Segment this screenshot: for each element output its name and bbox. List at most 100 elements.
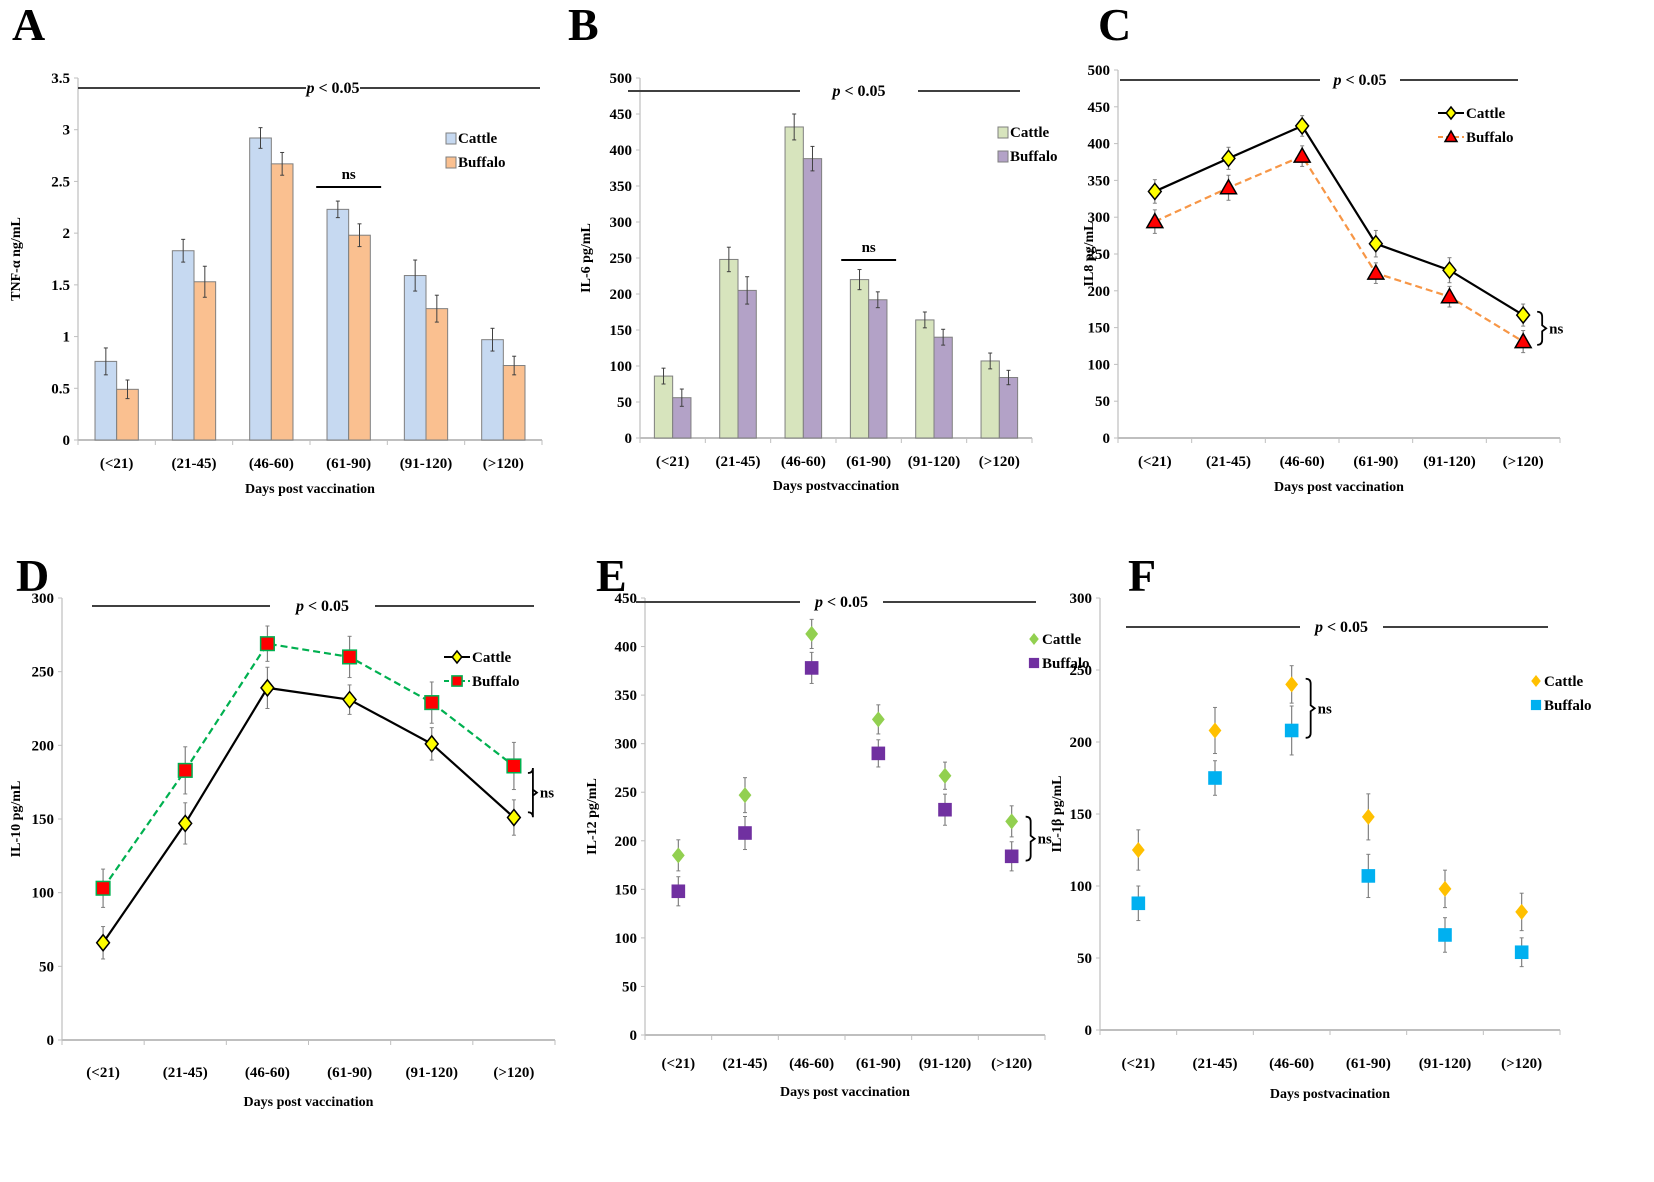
y-tick-label: 300 [1088, 210, 1111, 226]
y-tick-label: 300 [1070, 591, 1093, 607]
legend-label-buffalo: Buffalo [472, 674, 520, 690]
legend-swatch-buffalo [997, 150, 1009, 163]
data-point-cattle [738, 787, 752, 804]
legend-marker-cattle [1029, 633, 1039, 645]
chart-panel-f: 0 50 100 150 200 250 300 (<21) (21-45) (46-60) (61… [1050, 591, 1592, 1102]
y-tick-label: 50 [39, 959, 54, 975]
ns-brace [527, 767, 539, 818]
x-axis-title: Days postvaccination [773, 479, 900, 494]
y-tick-label: 100 [1088, 357, 1111, 373]
data-point-buffalo [177, 762, 193, 778]
legend-label-cattle: Cattle [472, 650, 511, 666]
x-tick-label: (61-90) [856, 1056, 901, 1072]
data-point-cattle [805, 625, 819, 642]
bar-cattle [653, 375, 674, 439]
x-tick-label: (46-60) [245, 1065, 290, 1081]
y-tick-label: 500 [610, 71, 633, 87]
x-tick-label: (<21) [86, 1065, 120, 1081]
x-tick-label: (>120) [991, 1056, 1032, 1072]
data-point-cattle [177, 814, 193, 833]
panel-letter-c: C [1098, 0, 1132, 50]
bar-cattle [481, 339, 504, 441]
data-point-buffalo [1361, 869, 1376, 883]
y-tick-label: 100 [32, 886, 55, 902]
y-tick-label: 2 [63, 226, 71, 242]
ns-brace [1025, 815, 1037, 862]
x-tick-label: (61-90) [1353, 454, 1398, 470]
x-tick-label: (61-90) [326, 456, 371, 472]
data-point-buffalo [671, 884, 686, 899]
chart-panel-e: 0 50 100 150 200 250 300 350 400 450 (<21) (21-45) (… [585, 591, 1090, 1100]
bar-cattle [980, 360, 1000, 439]
y-tick-label: 1.5 [51, 278, 70, 294]
ns-brace [1537, 310, 1548, 346]
y-tick-label: 300 [32, 591, 55, 607]
series-line-cattle [102, 686, 515, 944]
y-tick-label: 1 [63, 330, 71, 346]
legend-marker-cattle [1531, 675, 1541, 687]
x-axis-title: Days post vaccination [244, 1095, 374, 1110]
significance-label: p < 0.05 [304, 80, 359, 97]
ns-label: ns [1038, 832, 1052, 848]
y-tick-label: 250 [32, 665, 55, 681]
legend-label-buffalo: Buffalo [1042, 656, 1090, 672]
data-point-cattle [1147, 182, 1163, 201]
y-tick-label: 50 [622, 979, 637, 995]
data-point-cattle [1294, 116, 1310, 136]
legend-label-buffalo: Buffalo [1010, 149, 1058, 165]
y-tick-label: 50 [1077, 951, 1092, 967]
y-tick-label: 200 [1088, 284, 1111, 300]
significance-label: p < 0.05 [1313, 619, 1368, 636]
y-tick-label: 200 [615, 834, 638, 850]
data-point-buffalo [1208, 771, 1222, 785]
x-tick-label: (61-90) [327, 1065, 372, 1081]
data-point-cattle [1361, 808, 1375, 825]
data-point-cattle [1438, 880, 1452, 897]
data-point-cattle [938, 767, 952, 784]
y-tick-label: 100 [1070, 879, 1093, 895]
data-point-buffalo [1004, 849, 1019, 864]
data-point-buffalo [1219, 178, 1238, 195]
y-axis-title: IL-10 pg/mL [9, 781, 24, 858]
y-tick-label: 350 [610, 179, 633, 195]
legend-swatch-cattle [997, 126, 1009, 139]
y-axis-title: IL-1β pg/mL [1050, 776, 1065, 853]
data-point-buffalo [938, 802, 952, 817]
x-tick-label: (91-120) [908, 454, 961, 470]
legend-marker-buffalo [451, 675, 463, 687]
bar-cattle [719, 258, 739, 439]
y-tick-label: 400 [610, 143, 633, 159]
bar-cattle [249, 137, 272, 441]
y-tick-label: 0 [630, 1028, 638, 1044]
data-point-buffalo [738, 826, 752, 840]
data-point-cattle [1208, 722, 1222, 739]
bar-buffalo [502, 365, 526, 441]
data-point-buffalo [342, 649, 358, 665]
ns-label: ns [540, 786, 554, 802]
legend-label-buffalo: Buffalo [458, 155, 506, 171]
x-tick-label: (91-120) [1423, 454, 1476, 470]
x-tick-label: (<21) [656, 454, 690, 470]
y-tick-label: 50 [1095, 394, 1110, 410]
y-tick-label: 150 [32, 812, 55, 828]
significance-label: p < 0.05 [813, 594, 868, 611]
series-line-buffalo [1154, 154, 1524, 343]
data-point-cattle [1442, 260, 1457, 280]
data-point-buffalo [1145, 212, 1165, 229]
data-point-cattle [871, 711, 885, 728]
chart-panel-d: 0 50 100 150 200 250 300 (<21) (21-45) (46-60) (61… [9, 591, 556, 1110]
legend-marker-cattle [1445, 105, 1457, 121]
panel-letter-b: B [568, 0, 599, 50]
y-tick-label: 100 [615, 931, 638, 947]
x-axis-title: Days post vaccination [780, 1085, 910, 1100]
data-point-buffalo [1514, 945, 1529, 960]
data-point-cattle [95, 933, 111, 952]
y-tick-label: 200 [610, 287, 633, 303]
y-axis-title: IL-12 pg/mL [585, 778, 600, 855]
bar-buffalo [348, 234, 371, 441]
bar-cattle [849, 279, 870, 439]
legend-label-cattle: Cattle [1466, 106, 1505, 122]
y-tick-label: 150 [1088, 321, 1111, 337]
x-tick-label: (21-45) [1206, 454, 1251, 470]
